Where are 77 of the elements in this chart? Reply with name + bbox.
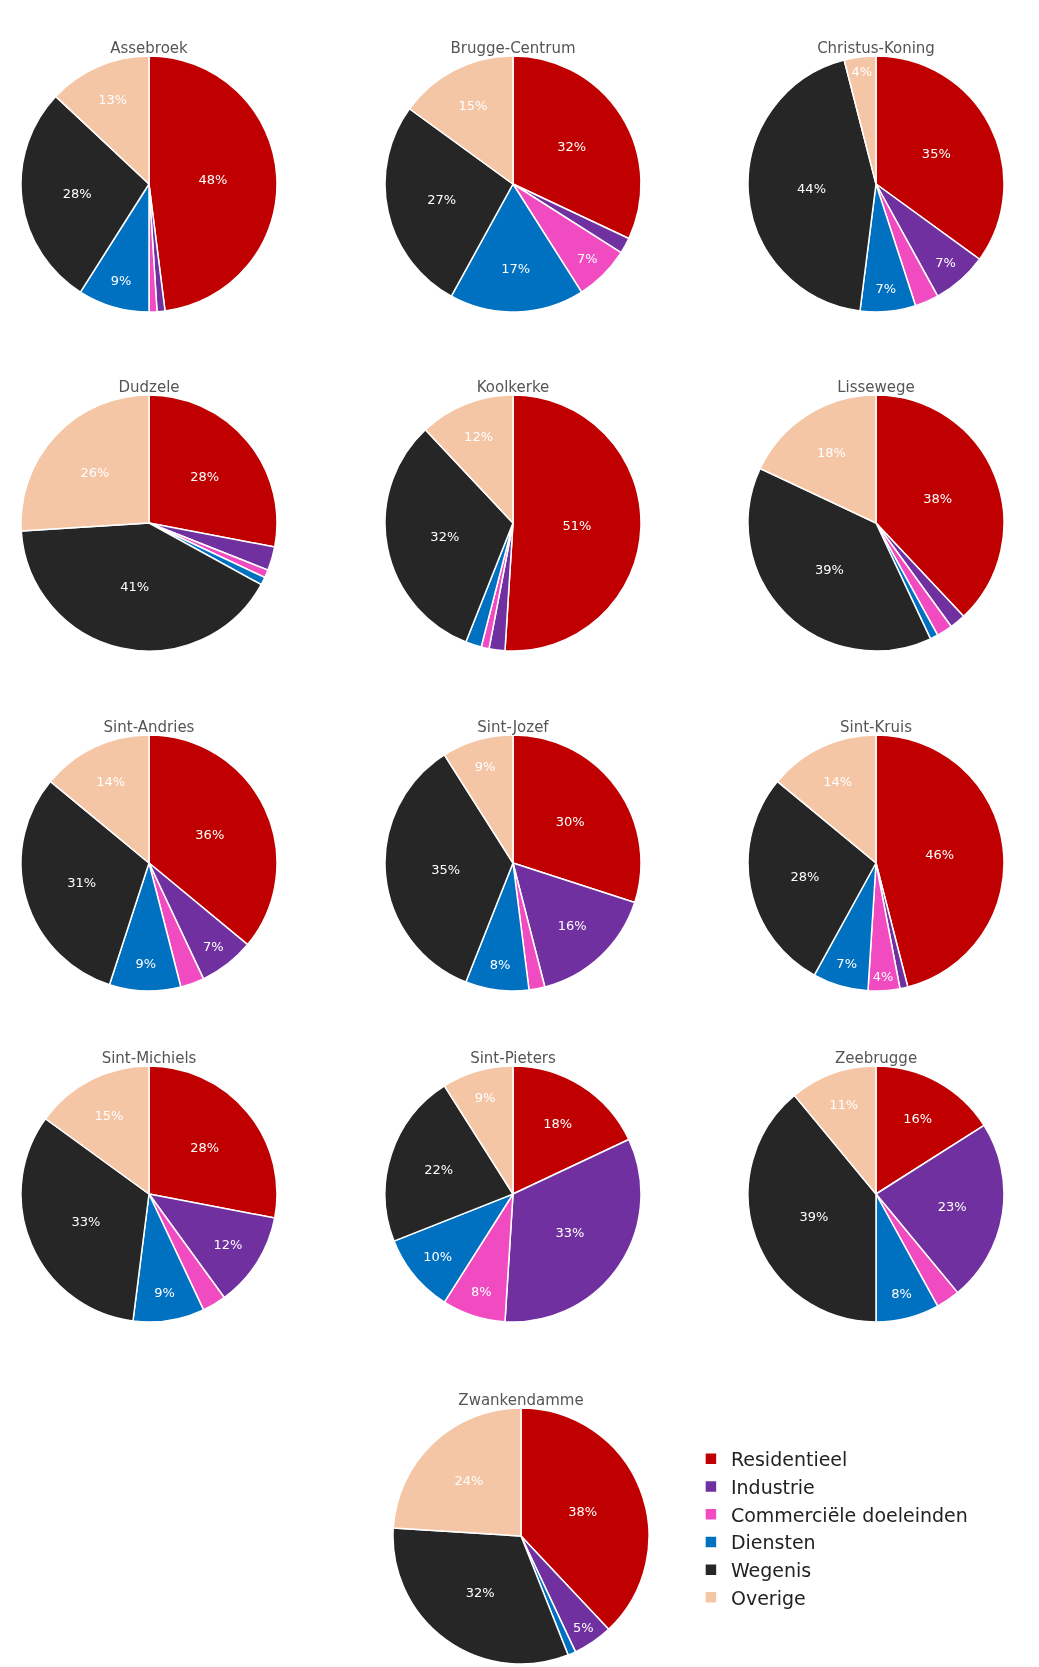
chart-title: Lissewege bbox=[837, 378, 915, 396]
chart-title: Sint-Andries bbox=[103, 718, 195, 736]
data-label: 12% bbox=[464, 428, 494, 444]
data-label: 8% bbox=[891, 1285, 912, 1301]
chart-title: Sint-Jozef bbox=[477, 718, 550, 736]
data-label: 44% bbox=[797, 180, 827, 196]
data-label: 16% bbox=[557, 918, 587, 934]
data-label: 9% bbox=[110, 272, 132, 288]
data-label: 7% bbox=[836, 956, 857, 972]
data-label: 14% bbox=[96, 774, 126, 790]
data-label: 7% bbox=[203, 938, 224, 954]
chart-title: Christus-Koning bbox=[817, 39, 935, 57]
data-label: 33% bbox=[555, 1225, 585, 1241]
chart-title: Brugge-Centrum bbox=[450, 39, 576, 57]
data-label: 8% bbox=[471, 1283, 492, 1299]
data-label: 4% bbox=[851, 63, 873, 79]
data-label: 41% bbox=[120, 579, 150, 595]
data-label: 35% bbox=[431, 861, 461, 877]
chart-title: Dudzele bbox=[118, 378, 180, 396]
data-label: 28% bbox=[190, 1140, 220, 1156]
data-label: 4% bbox=[872, 969, 894, 985]
data-label: 46% bbox=[925, 847, 955, 863]
legend-label: Overige bbox=[730, 1586, 806, 1609]
data-label: 24% bbox=[454, 1473, 484, 1489]
data-label: 9% bbox=[154, 1285, 175, 1301]
data-label: 13% bbox=[98, 92, 128, 108]
data-label: 11% bbox=[829, 1096, 859, 1112]
data-label: 32% bbox=[430, 528, 460, 544]
data-label: 51% bbox=[562, 517, 592, 533]
chart-title: Koolkerke bbox=[476, 378, 550, 396]
data-label: 35% bbox=[921, 145, 951, 161]
data-label: 32% bbox=[557, 139, 587, 155]
data-label: 9% bbox=[474, 1090, 496, 1106]
data-label: 39% bbox=[799, 1208, 829, 1224]
data-label: 15% bbox=[94, 1108, 124, 1124]
data-label: 38% bbox=[568, 1504, 598, 1520]
data-label: 18% bbox=[816, 445, 846, 461]
chart-title: Sint-Kruis bbox=[840, 718, 913, 736]
data-label: 5% bbox=[572, 1620, 594, 1636]
data-label: 16% bbox=[903, 1110, 933, 1126]
legend-label: Commerciële doeleinden bbox=[730, 1503, 968, 1526]
data-label: 32% bbox=[465, 1584, 495, 1600]
data-label: 14% bbox=[823, 774, 853, 790]
data-label: 22% bbox=[424, 1162, 454, 1178]
data-label: 7% bbox=[576, 250, 598, 266]
data-label: 23% bbox=[937, 1198, 967, 1214]
data-label: 17% bbox=[501, 261, 531, 277]
data-label: 12% bbox=[213, 1236, 243, 1252]
data-label: 7% bbox=[935, 255, 956, 271]
data-label: 30% bbox=[555, 813, 585, 829]
chart-title: Sint-Pieters bbox=[470, 1049, 557, 1067]
data-label: 39% bbox=[814, 562, 844, 578]
data-label: 28% bbox=[62, 185, 92, 201]
chart-title: Sint-Michiels bbox=[101, 1049, 197, 1067]
data-label: 26% bbox=[80, 464, 110, 480]
data-label: 36% bbox=[195, 826, 225, 842]
data-label: 10% bbox=[423, 1248, 453, 1264]
data-label: 9% bbox=[135, 955, 157, 971]
data-label: 15% bbox=[458, 98, 488, 114]
data-label: 33% bbox=[71, 1213, 101, 1229]
legend-label: Wegenis bbox=[730, 1559, 812, 1582]
legend-label: Diensten bbox=[730, 1531, 816, 1554]
data-label: 7% bbox=[875, 281, 897, 297]
chart-title: Zeebrugge bbox=[834, 1049, 918, 1067]
legend-label: Industrie bbox=[730, 1475, 815, 1498]
data-label: 31% bbox=[67, 875, 97, 891]
data-label: 48% bbox=[198, 172, 228, 188]
data-label: 28% bbox=[190, 469, 220, 485]
data-label: 18% bbox=[543, 1116, 573, 1132]
data-label: 8% bbox=[489, 957, 511, 973]
data-label: 9% bbox=[474, 759, 496, 775]
chart-title: Zwankendamme bbox=[458, 1391, 584, 1409]
data-label: 27% bbox=[427, 192, 457, 208]
data-label: 38% bbox=[923, 491, 953, 507]
data-label: 28% bbox=[790, 869, 820, 885]
chart-title: Assebroek bbox=[110, 39, 189, 57]
legend-label: Residentieel bbox=[730, 1448, 848, 1471]
